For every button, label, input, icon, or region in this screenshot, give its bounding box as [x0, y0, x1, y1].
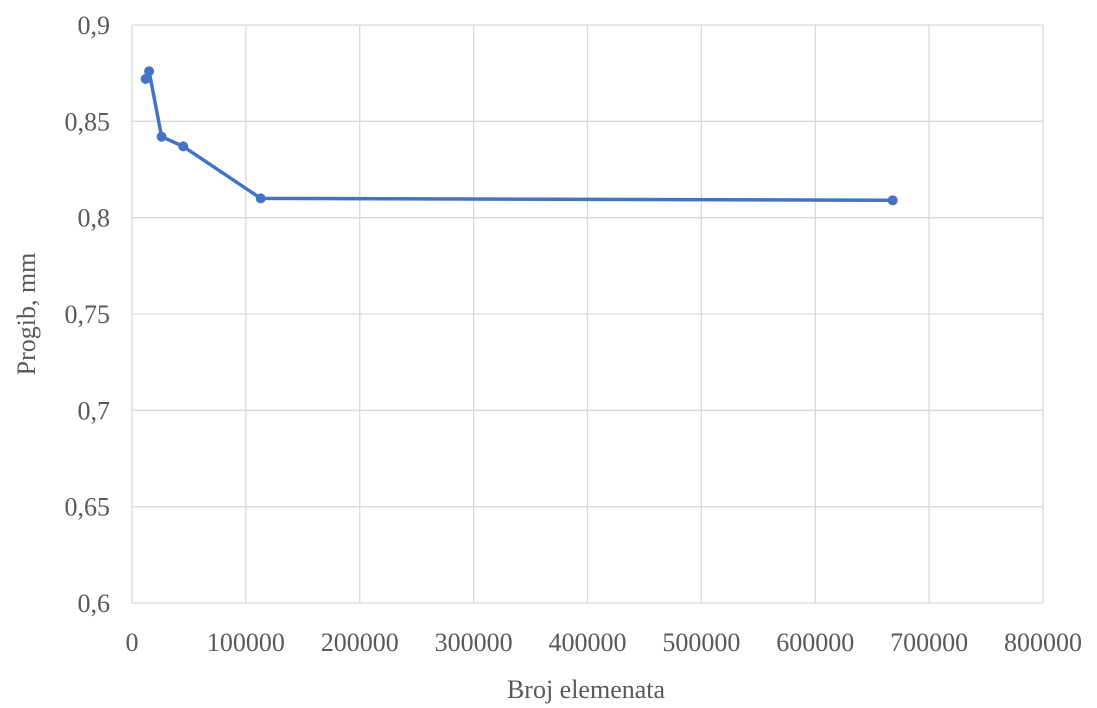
data-point: [140, 73, 151, 84]
x-tick-label: 500000: [662, 628, 740, 657]
y-tick-label: 0,6: [78, 589, 111, 618]
x-tick-label: 200000: [321, 628, 399, 657]
series-line: [143, 69, 895, 203]
data-point: [156, 131, 167, 142]
series-layer: [140, 66, 898, 206]
data-point: [887, 195, 898, 206]
x-tick-label: 100000: [207, 628, 285, 657]
y-tick-label: 0,7: [78, 396, 111, 425]
y-tick-label: 0,85: [65, 107, 111, 136]
x-tick-label: 700000: [890, 628, 968, 657]
grid: [131, 24, 1044, 604]
y-tick-label: 0,8: [78, 204, 111, 233]
data-point: [255, 193, 266, 204]
x-tick-label: 600000: [776, 628, 854, 657]
y-tick-label: 0,65: [65, 493, 111, 522]
y-tick-label: 0,9: [78, 11, 111, 40]
data-point: [144, 66, 155, 77]
x-axis-title: Broj elemenata: [507, 675, 666, 704]
y-axis-title: Progib, mm: [12, 253, 41, 376]
y-tick-label: 0,75: [65, 300, 111, 329]
data-point: [178, 141, 189, 152]
x-axis-tick-labels: 0 100000 200000 300000 400000 500000 600000 700…: [126, 628, 1083, 657]
x-tick-label: 400000: [549, 628, 627, 657]
y-axis-tick-labels: 0,6 0,65 0,7 0,75 0,8 0,85 0,9: [65, 11, 111, 618]
x-tick-label: 0: [126, 628, 139, 657]
x-tick-label: 300000: [435, 628, 513, 657]
x-tick-label: 800000: [1004, 628, 1082, 657]
